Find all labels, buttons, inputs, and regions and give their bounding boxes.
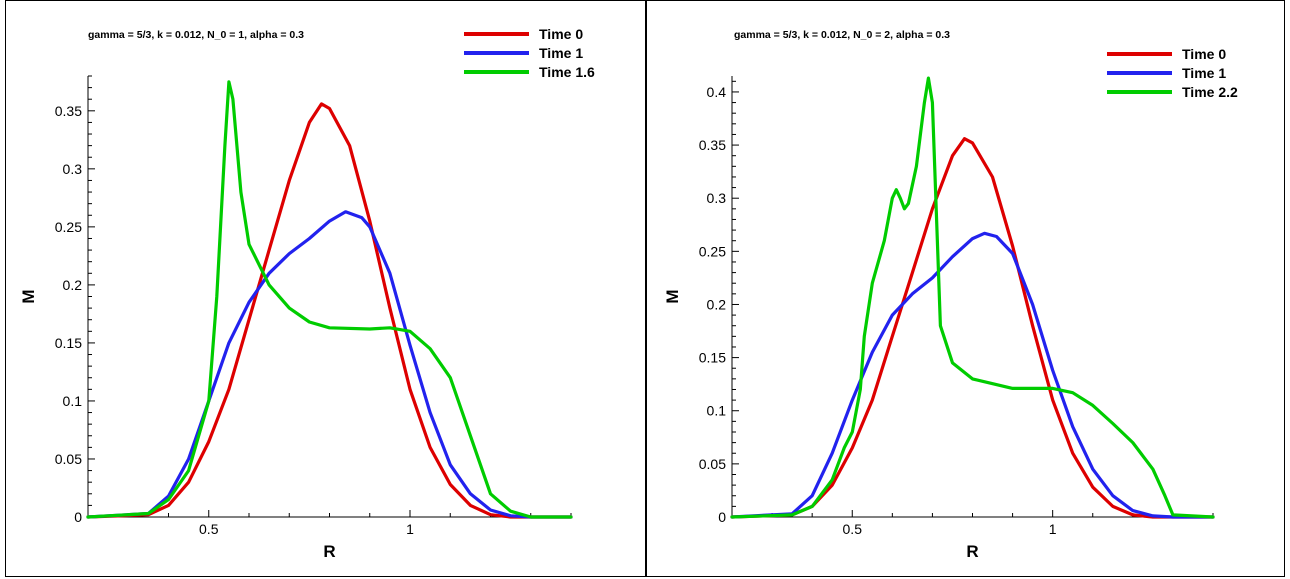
y-tick-label: 0.1: [707, 403, 727, 419]
y-tick-label: 0.4: [707, 84, 727, 100]
y-axis-label: M: [663, 289, 682, 303]
series-line-2: [86, 80, 573, 519]
y-tick-label: 0.05: [699, 456, 726, 472]
y-tick-label: 0.15: [55, 335, 82, 351]
legend-label-0: Time 0: [539, 26, 583, 42]
line-chart-right: gamma = 5/3, k = 0.012, N_0 = 2, alpha =…: [663, 29, 1238, 561]
y-axis-label: M: [19, 289, 38, 303]
x-axis-label: R: [966, 542, 978, 561]
chart-title: gamma = 5/3, k = 0.012, N_0 = 1, alpha =…: [88, 29, 304, 41]
y-tick-label: 0.2: [63, 277, 83, 293]
legend-label-2: Time 1.6: [539, 64, 595, 80]
y-tick-label: 0.1: [63, 393, 83, 409]
x-tick-label: 1: [406, 521, 414, 537]
legend-label-1: Time 1: [1182, 65, 1226, 81]
chart-title: gamma = 5/3, k = 0.012, N_0 = 2, alpha =…: [734, 29, 950, 41]
y-tick-label: 0.05: [55, 451, 82, 467]
series-line-1: [86, 210, 573, 519]
y-tick-label: 0.15: [699, 350, 726, 366]
chart-panel-left: gamma = 5/3, k = 0.012, N_0 = 1, alpha =…: [5, 0, 646, 577]
series-line-1: [730, 231, 1215, 519]
y-tick-label: 0.35: [699, 137, 726, 153]
legend-label-0: Time 0: [1182, 46, 1226, 62]
series-line-0: [86, 102, 573, 519]
x-tick-label: 1: [1049, 521, 1057, 537]
x-tick-label: 0.5: [843, 521, 863, 537]
y-tick-label: 0.3: [707, 190, 727, 206]
series-line-2: [730, 76, 1215, 519]
y-tick-label: 0.25: [699, 243, 726, 259]
y-tick-label: 0.2: [707, 296, 727, 312]
chart-panel-right: gamma = 5/3, k = 0.012, N_0 = 2, alpha =…: [646, 0, 1285, 577]
legend-label-1: Time 1: [539, 45, 583, 61]
legend-label-2: Time 2.2: [1182, 84, 1238, 100]
series-line-0: [730, 137, 1215, 519]
x-tick-label: 0.5: [199, 521, 219, 537]
y-tick-label: 0: [74, 509, 82, 525]
y-tick-label: 0.3: [63, 161, 83, 177]
line-chart-left: gamma = 5/3, k = 0.012, N_0 = 1, alpha =…: [19, 26, 595, 561]
y-tick-label: 0.35: [55, 103, 82, 119]
x-axis-label: R: [323, 542, 335, 561]
y-tick-label: 0.25: [55, 219, 82, 235]
y-tick-label: 0: [718, 509, 726, 525]
